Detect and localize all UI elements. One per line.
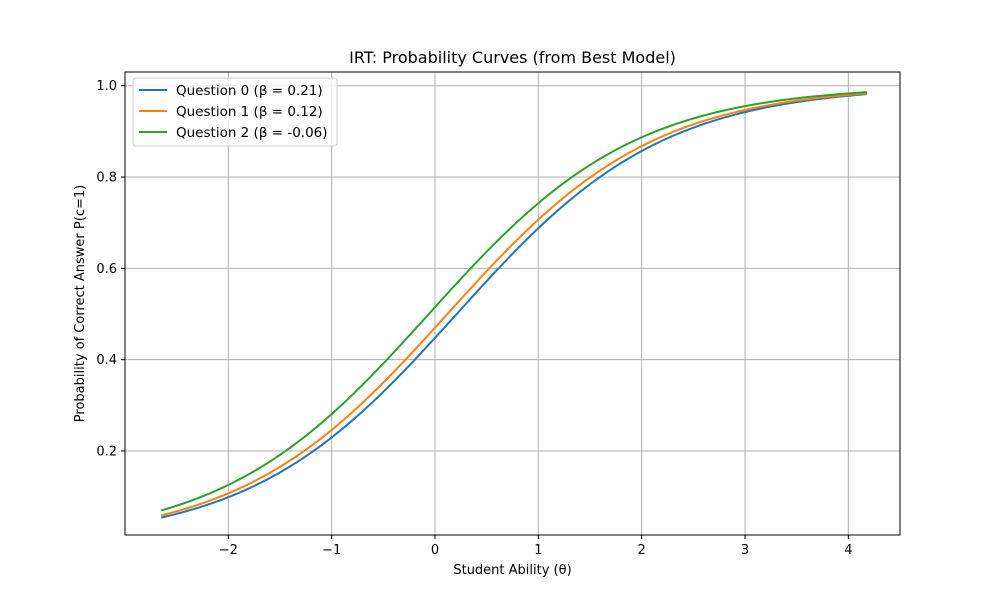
legend-label-2: Question 2 (β = -0.06) [176, 125, 328, 141]
legend-box [132, 77, 338, 147]
x-tick-label: −2 [219, 543, 238, 558]
plot-frame [124, 71, 901, 536]
x-tick-label: 4 [844, 543, 852, 558]
x-ticks: −2 −1 0 1 2 3 4 [219, 535, 852, 558]
legend-label-1: Question 1 (β = 0.12) [176, 104, 323, 120]
x-tick-label: −1 [322, 543, 341, 558]
series-layer [160, 91, 868, 519]
y-tick-label: 0.2 [96, 444, 117, 459]
y-tick-label: 0.4 [96, 353, 117, 368]
y-axis-title: Probability of Correct Answer P(c=1) [73, 185, 88, 422]
legend: Question 0 (β = 0.21) Question 1 (β = 0.1… [132, 77, 338, 147]
series-line-2 [160, 91, 867, 512]
series-line-0 [160, 93, 868, 519]
chart-title: IRT: Probability Curves (from Best Model… [349, 48, 676, 67]
x-tick-label: 2 [638, 543, 646, 558]
y-tick-label: 0.8 [96, 171, 117, 186]
x-tick-label: 3 [741, 543, 749, 558]
legend-label-0: Question 0 (β = 0.21) [176, 83, 323, 99]
grid-layer [125, 72, 900, 535]
series-line-1 [160, 92, 868, 517]
y-ticks: 0.2 0.4 0.6 0.8 1.0 [96, 79, 125, 459]
x-tick-label: 0 [431, 543, 439, 558]
x-axis-title: Student Ability (θ) [453, 563, 571, 578]
y-tick-label: 0.6 [96, 262, 117, 277]
x-tick-label: 1 [534, 543, 542, 558]
y-tick-label: 1.0 [96, 79, 117, 94]
